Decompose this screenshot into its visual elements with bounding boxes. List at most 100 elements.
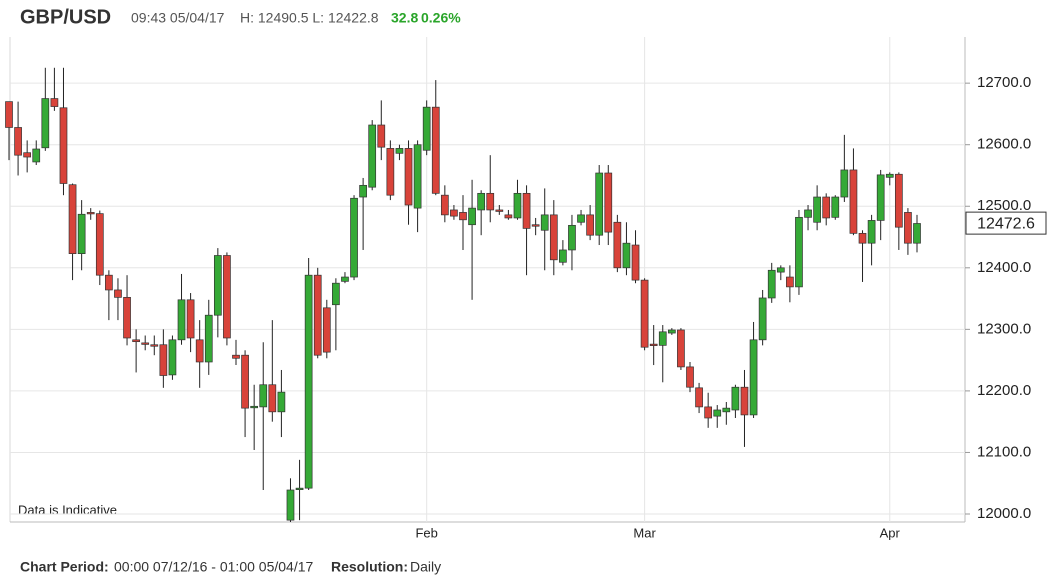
candle-body (677, 329, 685, 368)
last-price-label: 12472.6 (977, 215, 1035, 232)
high-low: H: 12490.5 L: 12422.8 (240, 10, 379, 26)
candle-body (477, 192, 486, 211)
candle-body (105, 274, 113, 291)
candle-body (758, 297, 767, 341)
candle-body (568, 224, 576, 251)
candle-body (904, 212, 912, 244)
candle-body (114, 289, 122, 298)
x-tick-label: Apr (880, 525, 901, 540)
candle-body (704, 406, 713, 419)
candle-body (395, 148, 404, 154)
candle-body (322, 307, 331, 353)
y-tick-label: 12600.0 (977, 136, 1031, 153)
candle-body (23, 152, 32, 158)
candle-body (159, 344, 168, 376)
candle-body (386, 148, 395, 196)
period-label: Chart Period: (20, 559, 109, 575)
candle-body (195, 339, 204, 363)
y-tick-label: 12000.0 (977, 505, 1031, 522)
resolution: Daily (410, 559, 441, 575)
candle-body (595, 172, 604, 236)
candle-body (486, 192, 495, 211)
candle-body (840, 169, 849, 198)
candle-body (168, 339, 177, 376)
candle-body (713, 409, 722, 417)
x-tick-label: Feb (415, 525, 437, 540)
candle-body (604, 172, 613, 233)
candle-body (804, 209, 812, 218)
candle-body (504, 214, 513, 219)
y-tick-label: 12100.0 (977, 443, 1031, 460)
candle-body (667, 329, 676, 334)
candle-body (123, 296, 131, 339)
candle-body (640, 279, 649, 348)
candle-body (795, 216, 803, 288)
candle-body (740, 386, 749, 416)
resolution-label: Resolution: (331, 559, 408, 575)
candle-body (204, 314, 213, 363)
candle-body (586, 214, 594, 236)
candle-body (658, 331, 667, 346)
candle-body (549, 214, 558, 261)
candle-body (885, 173, 894, 178)
candle-body (5, 101, 13, 128)
candle-body (459, 212, 467, 221)
candle-body (95, 213, 104, 276)
candle-body (50, 98, 59, 107)
candle-body (232, 354, 240, 359)
candle-body (41, 98, 50, 149)
candle-body (332, 282, 340, 306)
candle-body (14, 127, 22, 156)
candle-body (377, 124, 386, 148)
candle-body (32, 148, 41, 163)
plot-area (9, 37, 966, 523)
candle-body (313, 274, 322, 356)
candle-body (422, 106, 431, 151)
candle-body (559, 249, 567, 263)
candle-body (359, 184, 367, 198)
candle-body (413, 144, 422, 209)
candle-body (695, 387, 703, 408)
candle-body (776, 267, 785, 273)
candle-body (540, 214, 549, 231)
candle-body (150, 344, 159, 347)
candle-body (68, 184, 77, 254)
candle-body (722, 407, 731, 413)
candle-body (876, 174, 885, 221)
candle-body (86, 212, 95, 215)
candle-body (686, 366, 694, 388)
candle-body (268, 384, 277, 413)
x-tick-label: Mar (633, 525, 656, 540)
y-tick-label: 12700.0 (977, 74, 1031, 91)
candle-body (186, 299, 195, 339)
candle-body (141, 342, 150, 345)
candle-body (368, 124, 377, 188)
candle-body (431, 106, 440, 194)
candle-body (213, 255, 222, 316)
candle-body (341, 276, 349, 282)
candle-body (177, 299, 186, 341)
annotation: Data is Indicative (18, 502, 117, 517)
candle-body (450, 209, 458, 217)
candle-body (613, 221, 622, 269)
candle-body (241, 354, 249, 409)
candle-body (277, 391, 286, 413)
time: 09:43 05/04/17 (131, 10, 225, 26)
candle-body (404, 148, 413, 206)
candle-body (577, 214, 585, 223)
candle-body (59, 107, 68, 184)
candle-body (295, 487, 304, 490)
candle-body (831, 196, 840, 218)
candle-body (813, 196, 821, 223)
candle-body (440, 194, 449, 216)
candle-body (531, 224, 540, 227)
y-tick-label: 12300.0 (977, 320, 1031, 337)
candle-body (77, 213, 86, 254)
candle-body (894, 173, 903, 228)
candle-body (913, 223, 921, 244)
candle-body (250, 405, 259, 409)
symbol: GBP/USD (20, 6, 111, 28)
candle-body (731, 386, 740, 411)
